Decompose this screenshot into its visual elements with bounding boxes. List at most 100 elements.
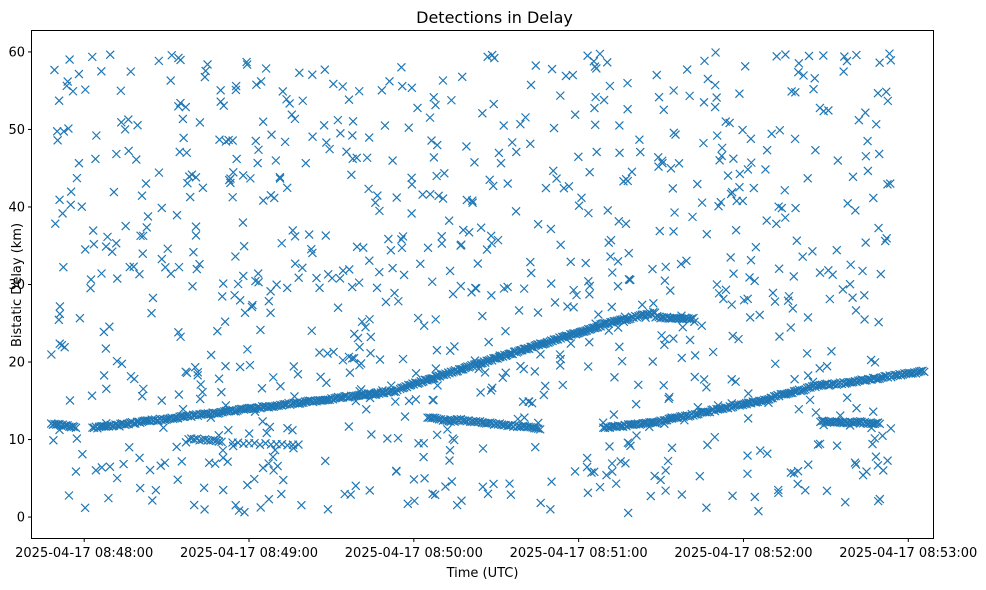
noise-detection-marker <box>370 198 380 208</box>
noise-detection-marker <box>420 473 429 483</box>
y-tick-label: 60 <box>8 45 25 60</box>
noise-detection-marker <box>833 156 843 165</box>
noise-detection-marker <box>762 449 772 459</box>
noise-detection-marker <box>289 443 298 453</box>
noise-detection-marker <box>391 466 401 476</box>
noise-detection-marker <box>734 334 743 344</box>
noise-detection-marker <box>160 458 170 468</box>
track-detection-marker <box>410 378 420 388</box>
noise-detection-marker <box>253 158 263 168</box>
y-axis: 0 10 20 30 40 50 60 <box>8 45 32 526</box>
noise-detection-marker <box>623 104 633 114</box>
noise-detection-marker <box>468 198 478 208</box>
noise-detection-marker <box>344 422 354 431</box>
noise-detection-marker <box>133 120 142 130</box>
noise-detection-marker <box>423 243 433 253</box>
track-detection-marker <box>720 403 730 412</box>
noise-detection-marker <box>606 252 615 262</box>
noise-detection-marker <box>726 253 736 262</box>
noise-detection-marker <box>732 196 742 206</box>
plot-frame <box>31 30 934 539</box>
noise-detection-marker <box>803 313 813 322</box>
noise-detection-marker <box>429 152 439 162</box>
noise-detection-marker <box>456 241 466 250</box>
noise-detection-marker <box>589 467 599 477</box>
noise-detection-marker <box>566 257 576 267</box>
noise-detection-marker <box>677 353 687 363</box>
chart-title: Detections in Delay <box>416 8 573 27</box>
noise-detection-marker <box>665 286 675 295</box>
noise-detection-marker <box>845 279 855 289</box>
noise-detection-marker <box>335 273 345 283</box>
noise-detection-marker <box>882 233 892 243</box>
noise-detection-marker <box>181 102 191 112</box>
noise-detection-marker <box>755 310 765 320</box>
noise-detection-marker <box>456 281 466 291</box>
noise-detection-marker <box>871 452 881 462</box>
noise-detection-marker <box>470 157 479 167</box>
noise-detection-marker <box>221 137 231 146</box>
noise-detection-marker <box>664 392 674 402</box>
noise-detection-marker <box>556 354 566 364</box>
noise-detection-marker <box>349 353 359 363</box>
track-detection-marker <box>229 406 239 416</box>
noise-detection-marker <box>659 380 669 390</box>
noise-detection-marker <box>432 430 442 440</box>
noise-detection-marker <box>244 429 254 439</box>
noise-detection-marker <box>97 269 106 278</box>
noise-detection-marker <box>167 50 177 60</box>
noise-detection-marker <box>883 456 892 466</box>
noise-detection-marker <box>868 407 878 417</box>
noise-detection-marker <box>195 259 204 269</box>
noise-detection-marker <box>344 95 354 105</box>
x-tick-label: 2025-04-17 08:53:00 <box>839 546 977 561</box>
noise-detection-marker <box>623 176 633 186</box>
noise-detection-marker <box>738 125 748 135</box>
noise-detection-marker <box>276 489 286 499</box>
noise-detection-marker <box>746 134 756 144</box>
noise-detection-marker <box>264 459 274 468</box>
noise-detection-marker <box>448 289 458 299</box>
noise-detection-marker <box>200 504 209 514</box>
noise-detection-marker <box>228 167 238 177</box>
noise-detection-marker <box>595 49 605 59</box>
noise-detection-marker <box>486 231 496 241</box>
noise-detection-marker <box>657 156 667 166</box>
noise-detection-marker <box>711 48 720 57</box>
track-detection-marker <box>689 313 698 323</box>
noise-detection-marker <box>514 305 524 315</box>
noise-detection-marker <box>584 289 594 299</box>
noise-detection-marker <box>430 490 440 500</box>
noise-detection-marker <box>743 164 753 174</box>
noise-detection-marker <box>595 482 605 492</box>
noise-detection-marker <box>321 138 331 147</box>
noise-detection-marker <box>345 368 355 378</box>
noise-detection-marker <box>885 179 895 188</box>
noise-detection-marker <box>712 93 722 102</box>
noise-detection-marker <box>112 274 122 283</box>
noise-detection-marker <box>425 189 435 199</box>
noise-detection-marker <box>240 507 249 517</box>
track-detection-marker <box>520 344 530 354</box>
noise-detection-marker <box>583 51 593 61</box>
noise-detection-marker <box>72 173 82 183</box>
noise-detection-marker <box>340 489 350 499</box>
noise-detection-marker <box>494 148 504 158</box>
noise-detection-marker <box>702 229 712 239</box>
noise-detection-marker <box>885 49 894 59</box>
track-detection-marker <box>919 367 929 377</box>
noise-detection-marker <box>138 231 148 241</box>
noise-detection-marker <box>793 479 803 489</box>
noise-detection-marker <box>325 144 335 154</box>
noise-detection-marker <box>668 334 678 343</box>
noise-detection-marker <box>407 208 417 218</box>
noise-detection-marker <box>574 201 584 211</box>
noise-detection-marker <box>137 191 147 201</box>
track-detection-marker <box>761 395 771 405</box>
noise-detection-marker <box>228 441 238 451</box>
noise-detection-marker <box>105 462 115 472</box>
noise-detection-marker <box>633 380 643 390</box>
noise-detection-marker <box>116 117 126 127</box>
noise-detection-marker <box>526 268 536 278</box>
noise-detection-marker <box>850 206 860 215</box>
